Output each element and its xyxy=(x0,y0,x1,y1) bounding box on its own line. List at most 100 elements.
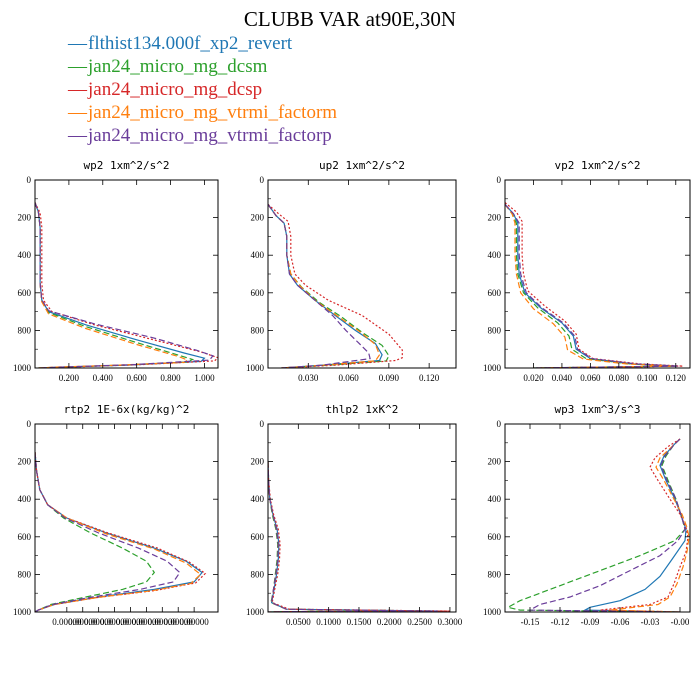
plot-frame xyxy=(34,179,219,369)
x-tick-label: -0.06 xyxy=(611,617,630,627)
series-line-3 xyxy=(268,203,403,368)
x-tick-label: -0.15 xyxy=(521,617,540,627)
y-tick-label: 200 xyxy=(488,457,502,467)
y-tick-label: 400 xyxy=(488,250,502,260)
legend-item-4: —jan24_micro_mg_vtrmi_factorm xyxy=(68,102,337,125)
series-group xyxy=(268,203,403,368)
y-tick-label: 0 xyxy=(497,175,502,185)
y-tick-label: 200 xyxy=(18,457,32,467)
y-tick-label: 1000 xyxy=(483,363,502,373)
y-tick-label: 800 xyxy=(488,569,502,579)
x-tick-label: 0.2000 xyxy=(377,617,402,627)
y-tick-label: 600 xyxy=(18,532,32,542)
x-tick-label: 0.200 xyxy=(59,373,80,383)
series-line-3 xyxy=(268,461,450,612)
figure-title: CLUBB VAR at90E,30N xyxy=(243,7,457,31)
x-tick-label: 0.00000 xyxy=(132,617,162,627)
y-tick-label: 200 xyxy=(251,213,265,223)
x-tick-label: 0.00000 xyxy=(180,617,210,627)
panel-title: rtp2 1E-6x(kg/kg)^2 xyxy=(64,403,190,416)
x-tick-label: 0.00000 xyxy=(116,617,146,627)
x-tick-label: 0.400 xyxy=(93,373,114,383)
y-tick-label: 200 xyxy=(251,457,265,467)
y-tick-label: 400 xyxy=(18,494,32,504)
series-line-5 xyxy=(35,202,214,368)
legend: —flthist134.000f_xp2_revert —jan24_micro… xyxy=(68,33,337,147)
x-tick-label: 0.060 xyxy=(580,373,601,383)
legend-item-1: —flthist134.000f_xp2_revert xyxy=(68,33,337,56)
x-tick-label: -0.12 xyxy=(551,617,570,627)
series-line-3 xyxy=(35,452,207,612)
series-line-2 xyxy=(35,452,156,612)
series-line-2 xyxy=(268,461,432,612)
x-tick-label: 0.060 xyxy=(338,373,359,383)
panel-1: wp2 1xm^2/s^2 0 200 400 600 800 1000 0.200 0.400… xyxy=(13,159,219,383)
x-tick-label: 0.0500 xyxy=(286,617,311,627)
series-line-5 xyxy=(35,452,181,612)
panel-title: wp2 1xm^2/s^2 xyxy=(83,159,169,172)
x-tick-label: 0.800 xyxy=(160,373,181,383)
x-tick-label: 0.00000 xyxy=(164,617,194,627)
series-group xyxy=(35,202,218,368)
y-tick-label: 0 xyxy=(497,419,502,429)
panel-title: wp3 1xm^3/s^3 xyxy=(554,403,640,416)
panel-2: up2 1xm^2/s^2 0 200 400 600 800 1000 0.030 0.060… xyxy=(246,159,457,383)
x-tick-label: 0.080 xyxy=(609,373,630,383)
panel-3: vp2 1xm^2/s^2 0 200 400 600 800 1000 0.020 0.040… xyxy=(483,159,691,383)
series-line-3 xyxy=(35,202,218,368)
x-tick-label: 1.000 xyxy=(194,373,215,383)
x-tick-label: 0.600 xyxy=(127,373,148,383)
legend-item-5: —jan24_micro_mg_vtrmi_factorp xyxy=(68,125,337,148)
y-tick-label: 1000 xyxy=(483,607,502,617)
panel-title: vp2 1xm^2/s^2 xyxy=(554,159,640,172)
series-line-5 xyxy=(527,438,686,612)
legend-label-4: jan24_micro_mg_vtrmi_factorm xyxy=(88,101,338,123)
legend-label-1: flthist134.000f_xp2_revert xyxy=(88,33,293,54)
plot-frame xyxy=(267,423,457,613)
series-line-3 xyxy=(599,438,689,612)
y-tick-label: 600 xyxy=(488,288,502,298)
y-tick-label: 400 xyxy=(488,494,502,504)
panel-title: up2 1xm^2/s^2 xyxy=(319,159,405,172)
series-line-4 xyxy=(35,452,202,612)
x-tick-label: 0.1000 xyxy=(316,617,341,627)
panel-title: thlp2 1xK^2 xyxy=(326,403,399,416)
y-tick-label: 200 xyxy=(488,213,502,223)
x-tick-label: 0.3000 xyxy=(438,617,463,627)
x-tick-label: -0.03 xyxy=(641,617,660,627)
panel-4: rtp2 1E-6x(kg/kg)^2 0 200 400 600 800 1000 0.00… xyxy=(13,403,219,627)
y-tick-label: 1000 xyxy=(13,607,32,617)
y-tick-label: 0 xyxy=(260,175,265,185)
y-tick-label: 600 xyxy=(251,532,265,542)
series-line-5 xyxy=(505,203,679,368)
x-tick-label: 0.2500 xyxy=(407,617,432,627)
series-line-1 xyxy=(35,452,203,612)
y-tick-label: 400 xyxy=(18,250,32,260)
series-line-5 xyxy=(268,204,371,368)
y-tick-label: 1000 xyxy=(246,607,265,617)
series-line-5 xyxy=(268,461,438,612)
y-tick-label: 0 xyxy=(260,419,265,429)
series-line-1 xyxy=(505,203,676,368)
plot-frame xyxy=(267,179,457,369)
y-tick-label: 600 xyxy=(18,288,32,298)
legend-item-2: —jan24_micro_mg_dcsm xyxy=(68,56,337,79)
series-group xyxy=(505,202,683,368)
series-line-1 xyxy=(268,461,444,612)
y-tick-label: 0 xyxy=(27,175,32,185)
series-group xyxy=(35,452,207,612)
y-tick-label: 600 xyxy=(488,532,502,542)
legend-label-5: jan24_micro_mg_vtrmi_factorp xyxy=(88,124,332,146)
y-tick-label: 400 xyxy=(251,250,265,260)
series-line-1 xyxy=(582,438,687,612)
series-line-1 xyxy=(35,202,206,368)
legend-item-3: —jan24_micro_mg_dcsp xyxy=(68,79,337,102)
panel-6: wp3 1xm^3/s^3 0 200 400 600 800 1000 -0.15 -0.12… xyxy=(483,403,691,627)
x-tick-label: 0.020 xyxy=(523,373,544,383)
x-tick-label: 0.00000 xyxy=(84,617,114,627)
x-tick-label: 0.00000 xyxy=(68,617,98,627)
x-tick-label: 0.030 xyxy=(298,373,319,383)
y-tick-label: 800 xyxy=(251,325,265,335)
x-tick-label: 0.120 xyxy=(666,373,687,383)
